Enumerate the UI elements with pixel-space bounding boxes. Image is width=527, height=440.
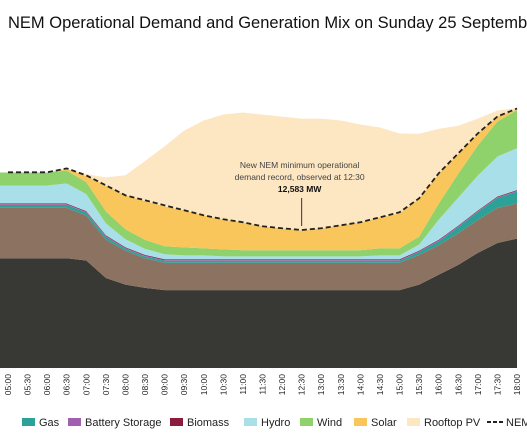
x-tick-label: 16:30 xyxy=(453,374,463,396)
x-tick-label: 06:30 xyxy=(62,374,72,396)
area xyxy=(0,109,517,251)
x-tick-label: 13:30 xyxy=(336,374,346,396)
x-tick-label: 06:00 xyxy=(42,374,52,396)
x-tick-label: 11:30 xyxy=(258,374,268,395)
legend-swatch xyxy=(244,418,257,426)
legend-label: Wind xyxy=(317,417,342,429)
x-tick-label: 16:00 xyxy=(434,374,444,396)
legend-label: Gas xyxy=(39,417,60,429)
x-tick-label: 17:00 xyxy=(473,374,483,396)
legend-swatch xyxy=(354,418,367,426)
legend-swatch xyxy=(68,418,81,426)
x-tick-label: 15:00 xyxy=(395,374,405,396)
x-tick-label: 13:00 xyxy=(316,374,326,396)
legend-label: Biomass xyxy=(187,417,230,429)
legend-label: Hydro xyxy=(261,417,290,429)
legend-label: Rooftop PV xyxy=(424,417,481,429)
x-tick-label: 14:00 xyxy=(355,374,365,396)
x-tick-label: 11:00 xyxy=(238,374,248,395)
demand-line xyxy=(8,107,518,231)
annotation-text: 12,583 MW xyxy=(278,184,322,194)
legend-label: Solar xyxy=(371,417,397,429)
x-tick-label: 12:00 xyxy=(277,374,287,396)
x-tick-label: 09:30 xyxy=(179,374,189,396)
x-tick-label: 10:00 xyxy=(199,374,209,396)
legend-swatch xyxy=(300,418,313,426)
legend-swatch xyxy=(170,418,183,426)
x-tick-label: 05:30 xyxy=(23,374,33,396)
area xyxy=(0,238,517,368)
x-tick-label: 07:00 xyxy=(81,374,91,396)
annotation-text: New NEM minimum operational xyxy=(240,160,360,170)
x-tick-label: 07:30 xyxy=(101,374,111,396)
legend: Gas Battery Storage Biomass Hydro Wind Solar R… xyxy=(22,417,527,429)
annotation-text: demand record, observed at 12:30 xyxy=(235,172,365,182)
x-tick-label: 12:30 xyxy=(297,374,307,396)
chart-title: NEM Operational Demand and Generation Mi… xyxy=(8,14,527,32)
plot-area xyxy=(0,107,518,368)
legend-swatch xyxy=(22,418,35,426)
x-tick-label: 17:30 xyxy=(492,374,502,396)
x-tick-label: 05:00 xyxy=(3,374,13,396)
x-tick-label: 18:00 xyxy=(512,374,522,396)
area xyxy=(0,108,517,231)
x-tick-label: 08:00 xyxy=(120,374,130,396)
x-axis: 05:00 05:30 06:00 06:30 07:00 07:30 08:00 08:30… xyxy=(3,374,522,396)
legend-swatch xyxy=(407,418,420,426)
area xyxy=(0,203,517,291)
annotation: New NEM minimum operational demand record… xyxy=(235,160,365,226)
legend-label: NEM Operational Demand xyxy=(506,417,527,429)
x-tick-label: 09:00 xyxy=(160,374,170,396)
x-tick-label: 14:30 xyxy=(375,374,385,396)
x-tick-label: 15:30 xyxy=(414,374,424,396)
x-tick-label: 08:30 xyxy=(140,374,150,396)
x-tick-label: 10:30 xyxy=(218,374,228,396)
legend-label: Battery Storage xyxy=(85,417,161,429)
